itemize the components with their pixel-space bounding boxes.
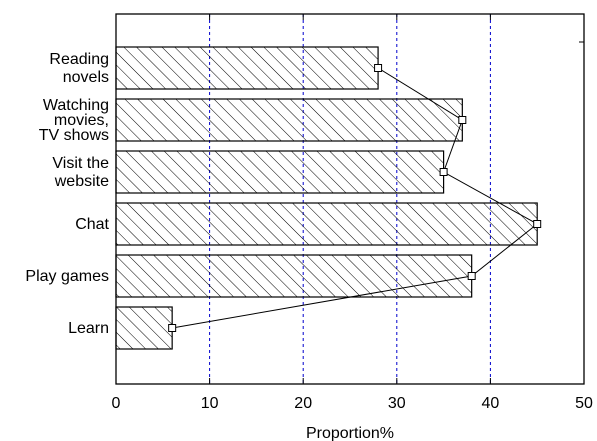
category-label-line: novels xyxy=(63,69,109,86)
x-tick-label: 20 xyxy=(294,395,312,412)
category-label-line: Visit the xyxy=(52,155,109,172)
x-tick-label: 0 xyxy=(112,395,121,412)
data-point-marker xyxy=(458,116,467,124)
x-tick-label: 30 xyxy=(388,395,406,412)
data-point-marker xyxy=(168,324,177,332)
category-label-line: Learn xyxy=(68,320,109,337)
x-axis-label: Proportion% xyxy=(306,425,394,441)
category-label: Watching movies, TV shows xyxy=(39,97,109,144)
category-label-line: movies, xyxy=(54,112,109,129)
bar xyxy=(115,202,538,246)
markers xyxy=(168,64,542,332)
category-label-line: Chat xyxy=(75,216,109,233)
x-tick-label: 50 xyxy=(575,395,593,412)
trend-line xyxy=(172,67,539,329)
category-label-line: Play games xyxy=(25,268,109,285)
x-tick-label: 40 xyxy=(482,395,500,412)
x-tick-label: 10 xyxy=(201,395,219,412)
bar xyxy=(115,306,173,350)
x-axis-ticks: 0 10 20 30 40 50 xyxy=(112,14,593,412)
data-point-marker xyxy=(467,272,476,280)
category-label-line: TV shows xyxy=(39,127,109,144)
data-point-marker xyxy=(439,168,448,176)
category-label: Learn xyxy=(68,320,109,337)
bar xyxy=(115,150,445,194)
data-point-marker xyxy=(374,64,383,72)
category-label: Play games xyxy=(25,268,109,285)
bar xyxy=(115,46,379,90)
y-axis-category-labels: Reading novels Watching movies, TV shows Visi… xyxy=(25,51,109,337)
bar xyxy=(115,98,463,142)
category-label: Chat xyxy=(75,216,109,233)
category-label-line: Watching xyxy=(43,97,109,114)
data-point-marker xyxy=(533,220,542,228)
series-line xyxy=(172,67,539,329)
category-label: Reading novels xyxy=(49,51,109,86)
bars xyxy=(115,46,538,350)
category-label-line: Reading xyxy=(49,51,109,68)
bar xyxy=(115,254,473,298)
category-label-line: website xyxy=(54,173,109,190)
plot-frame xyxy=(115,13,585,385)
category-label: Visit the website xyxy=(52,155,109,190)
